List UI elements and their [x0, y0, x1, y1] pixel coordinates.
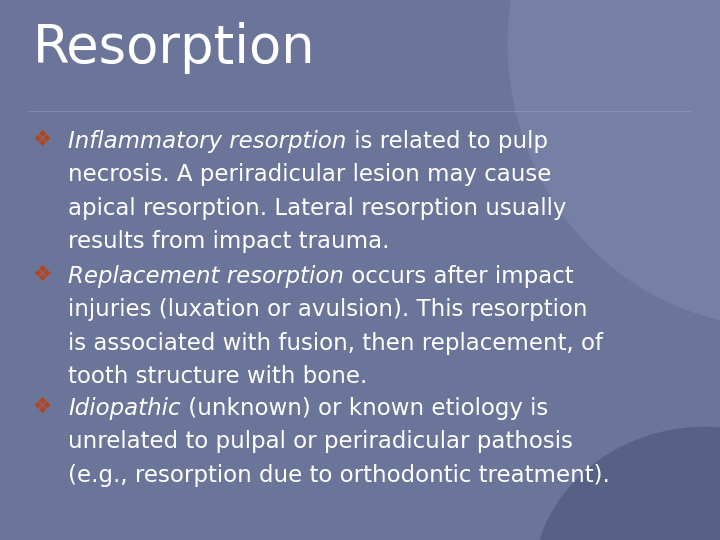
- Text: results from impact trauma.: results from impact trauma.: [68, 230, 390, 253]
- Ellipse shape: [508, 0, 720, 327]
- Text: unrelated to pulpal or periradicular pathosis: unrelated to pulpal or periradicular pat…: [68, 430, 573, 454]
- Text: ❖: ❖: [32, 397, 52, 417]
- Text: injuries (luxation or avulsion). This resorption: injuries (luxation or avulsion). This re…: [68, 298, 588, 321]
- Text: Inflammatory resorption: Inflammatory resorption: [68, 130, 347, 153]
- Text: (e.g., resorption due to orthodontic treatment).: (e.g., resorption due to orthodontic tre…: [68, 464, 611, 487]
- Text: occurs after impact: occurs after impact: [344, 265, 574, 288]
- Ellipse shape: [533, 427, 720, 540]
- Text: Resorption: Resorption: [32, 22, 315, 73]
- Text: ❖: ❖: [32, 130, 52, 150]
- Text: Idiopathic: Idiopathic: [68, 397, 181, 420]
- Text: apical resorption. Lateral resorption usually: apical resorption. Lateral resorption us…: [68, 197, 567, 220]
- Text: tooth structure with bone.: tooth structure with bone.: [68, 365, 368, 388]
- Text: ❖: ❖: [32, 265, 52, 285]
- Text: necrosis. A periradicular lesion may cause: necrosis. A periradicular lesion may cau…: [68, 163, 552, 186]
- Text: (unknown) or known etiology is: (unknown) or known etiology is: [181, 397, 548, 420]
- Text: is associated with fusion, then replacement, of: is associated with fusion, then replacem…: [68, 332, 603, 355]
- Text: Replacement resorption: Replacement resorption: [68, 265, 344, 288]
- Text: is related to pulp: is related to pulp: [347, 130, 548, 153]
